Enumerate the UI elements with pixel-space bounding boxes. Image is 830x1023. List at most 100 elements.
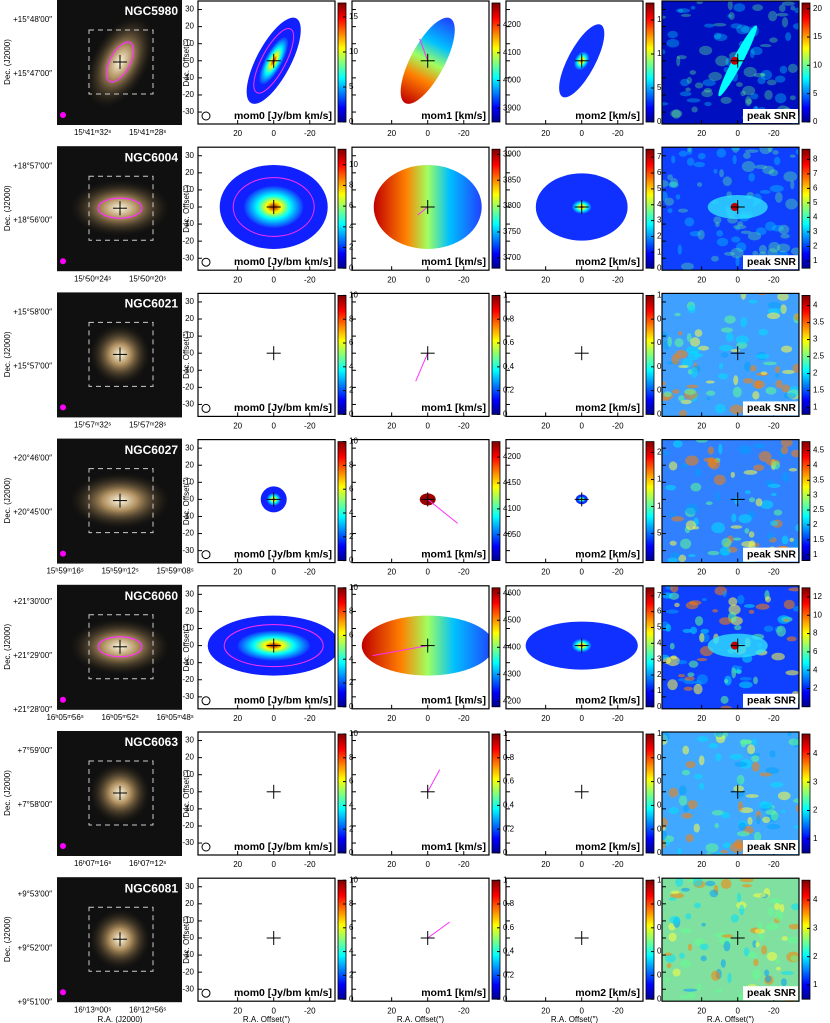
colorbar — [337, 441, 347, 562]
snr-blob — [686, 333, 692, 342]
snr-blob — [689, 231, 702, 237]
snr-blob — [789, 537, 794, 542]
snr-blob — [678, 674, 686, 678]
map-frame — [197, 146, 336, 271]
snr-blob — [668, 932, 677, 942]
snr-blob — [759, 190, 771, 194]
snr-blob — [741, 160, 756, 172]
snr-blob — [672, 968, 681, 977]
snr-blob — [735, 226, 741, 231]
snr-blob — [670, 552, 681, 559]
y-tick-label: -20 — [182, 967, 194, 976]
snr-blob — [670, 585, 679, 593]
snr-blob — [753, 893, 766, 898]
x-tick-label: 20 — [541, 422, 550, 431]
snr-blob — [755, 603, 770, 610]
y-tick-label: -30 — [182, 400, 194, 409]
colorbar-tick-label: 10 — [349, 291, 358, 300]
snr-blob — [766, 312, 781, 320]
snr-blob — [752, 391, 760, 400]
snr-blob — [787, 63, 798, 73]
snr-blob — [667, 336, 672, 347]
snr-blob — [765, 596, 771, 603]
beam — [60, 843, 66, 849]
snr-blob — [688, 350, 700, 361]
x-tick-label: -20 — [458, 714, 470, 723]
x-tick-label: -20 — [458, 568, 470, 577]
snr-blob — [795, 149, 799, 155]
snr-blob — [747, 816, 753, 825]
x-tick-label: 20 — [697, 568, 706, 577]
snr-blob — [685, 87, 691, 92]
colorbar-tick-label: 5 — [657, 529, 662, 538]
x-tick-label: -20 — [612, 714, 624, 723]
snr-blob — [675, 878, 684, 888]
x-tick-label: 0 — [735, 129, 740, 138]
colorbar-tick-label: 4 — [813, 461, 818, 470]
snr-blob — [687, 672, 695, 677]
snr-blob — [690, 626, 698, 635]
label-bg — [743, 255, 798, 270]
y-tick-label: -10 — [182, 512, 194, 521]
snr-blob — [735, 668, 742, 674]
snr-blob — [775, 373, 780, 378]
colorbar-tick-label: 4150 — [503, 478, 521, 487]
snr-blob — [711, 522, 726, 534]
snr-blob — [701, 922, 706, 927]
snr-blob — [695, 616, 704, 626]
x-tick-label: -20 — [768, 129, 780, 138]
y-tick-label: 10 — [185, 624, 194, 633]
colorbar-tick-label: 1 — [657, 875, 662, 884]
colorbar — [491, 148, 501, 269]
snr-blob — [753, 831, 762, 843]
snr-blob — [730, 471, 735, 478]
panel-label: peak SNR — [747, 548, 796, 560]
x-tick-label: 20 — [387, 714, 396, 723]
snr-blob — [683, 988, 698, 992]
x-axis-label: R.A. Offset(″) — [707, 1015, 754, 1023]
snr-blob — [735, 335, 749, 344]
dec-axis-label: Dec. (J2000) — [3, 770, 12, 816]
snr-blob — [741, 884, 752, 888]
y-tick-label: 0 — [190, 933, 195, 942]
snr-blob — [668, 181, 679, 189]
snr-blob — [670, 655, 678, 660]
beam — [60, 989, 66, 996]
ra-tick-label: 16ʰ07ᵐ12ˢ — [129, 859, 166, 868]
snr-blob — [704, 23, 715, 28]
snr-blob — [674, 312, 681, 317]
dec-tick-label: +15°47′00″ — [13, 69, 52, 78]
snr-blob — [686, 76, 693, 84]
snr-blob — [697, 345, 710, 351]
snr-blob — [780, 971, 795, 975]
panel-label: mom1 [km/s] — [421, 695, 486, 707]
map-frame — [197, 439, 336, 564]
y-tick-label: 0 — [190, 641, 195, 650]
dec-tick-label: +9°51′00″ — [18, 997, 53, 1006]
snr-blob — [793, 538, 799, 549]
snr-blob — [762, 165, 775, 175]
dec-tick-label: +18°57′00″ — [13, 161, 52, 170]
snr-blob — [713, 216, 722, 224]
x-tick-label: 20 — [233, 422, 242, 431]
x-tick-label: 0 — [735, 714, 740, 723]
snr-blob — [662, 49, 666, 55]
ra-tick-label: 15ʰ59ᵐ16ˢ — [46, 567, 83, 576]
snr-blob — [670, 890, 680, 895]
colorbar-tick-label: 10 — [813, 60, 822, 69]
snr-blob — [759, 500, 774, 510]
snr-blob — [713, 23, 727, 27]
y-tick-label: -10 — [182, 365, 194, 374]
snr-blob — [735, 242, 747, 252]
field-box — [88, 175, 154, 241]
ra-tick-label: 15ʰ41ᵐ32ˢ — [74, 128, 111, 137]
snr-blob — [780, 446, 789, 455]
y-axis-label: Dec. Offset(″) — [182, 331, 191, 379]
dec-axis-label: Dec. (J2000) — [3, 39, 12, 85]
snr-blob — [683, 804, 690, 813]
x-tick-label: 0 — [735, 275, 740, 284]
x-tick-label: 20 — [233, 714, 242, 723]
y-tick-label: 0 — [190, 348, 195, 357]
snr-blob — [748, 299, 758, 304]
map — [427, 769, 441, 793]
